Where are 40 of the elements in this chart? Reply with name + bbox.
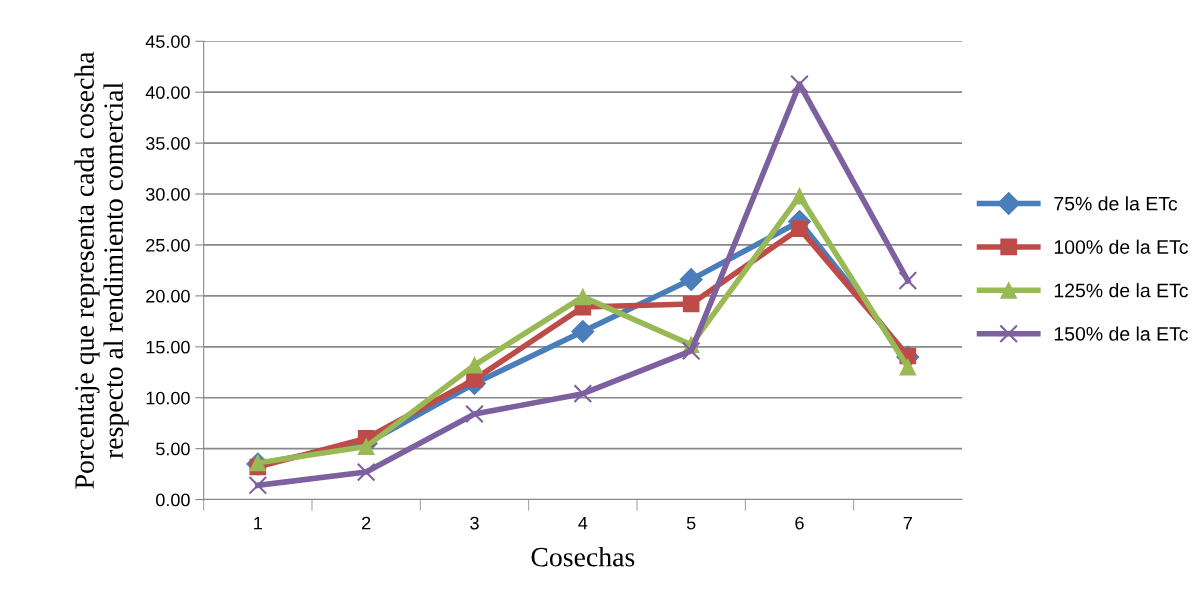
x-tick-label: 4	[578, 516, 588, 530]
point	[791, 220, 808, 237]
y-tick-label: 10.00	[146, 391, 190, 405]
x-axis-title: Cosechas	[531, 546, 635, 567]
point	[248, 475, 268, 495]
x-tick-label: 3	[470, 516, 479, 530]
point	[466, 371, 483, 388]
x-tick-label: 6	[795, 516, 804, 530]
point	[356, 462, 376, 482]
point	[573, 384, 593, 404]
point	[571, 320, 595, 344]
x-tick-label: 2	[362, 516, 371, 530]
y-tick-label: 35.00	[145, 137, 190, 150]
point	[899, 358, 917, 376]
y-tick-label: 40.00	[145, 86, 190, 99]
point	[357, 438, 375, 455]
legend-label: 150% de la ETc	[1054, 326, 1188, 341]
y-tick-label: 20.00	[146, 289, 190, 303]
y-axis-title: Porcentaje que representa cada cosecha respecto al rendimiento comercial	[74, 51, 129, 489]
x-tick-label: 7	[903, 516, 912, 530]
point	[681, 341, 701, 361]
point	[679, 268, 703, 292]
legend-label: 125% de la ETc	[1054, 283, 1188, 298]
y-tick-label: 45.00	[145, 35, 190, 48]
x-tick-label: 5	[686, 516, 696, 530]
point	[466, 356, 483, 374]
legend-label: 75% de la ETc	[1054, 196, 1178, 211]
y-tick-label: 15.00	[146, 340, 190, 354]
point	[898, 271, 918, 290]
y-tick-label: 25.00	[146, 238, 190, 252]
y-tick-label: 0.00	[156, 493, 190, 507]
point	[791, 187, 808, 205]
x-tick-label: 1	[254, 516, 262, 530]
point	[790, 74, 809, 94]
legend-label: 100% de la ETc	[1054, 239, 1188, 254]
point	[465, 404, 484, 424]
y-tick-label: 30.00	[145, 187, 190, 201]
y-tick-label: 5.00	[156, 442, 190, 456]
point	[682, 295, 700, 313]
point	[574, 288, 592, 306]
